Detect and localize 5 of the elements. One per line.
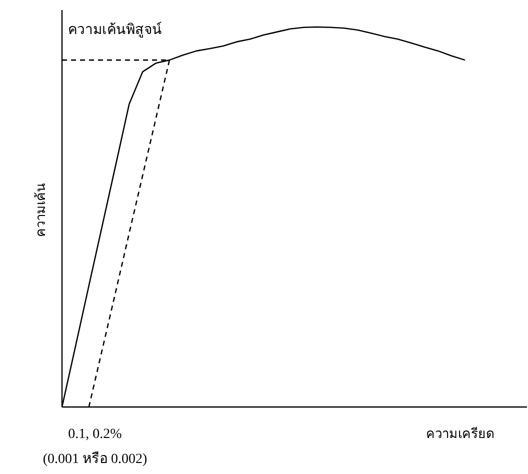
y-axis-title: ความเค้น	[33, 183, 48, 237]
annotation: ความเค้นพิสูจน์	[68, 21, 162, 38]
text: 0.1, 0.2%	[68, 427, 122, 442]
x-axis-title: ความเครียด	[426, 426, 494, 441]
text: (0.001 หรือ 0.002)	[42, 451, 148, 467]
